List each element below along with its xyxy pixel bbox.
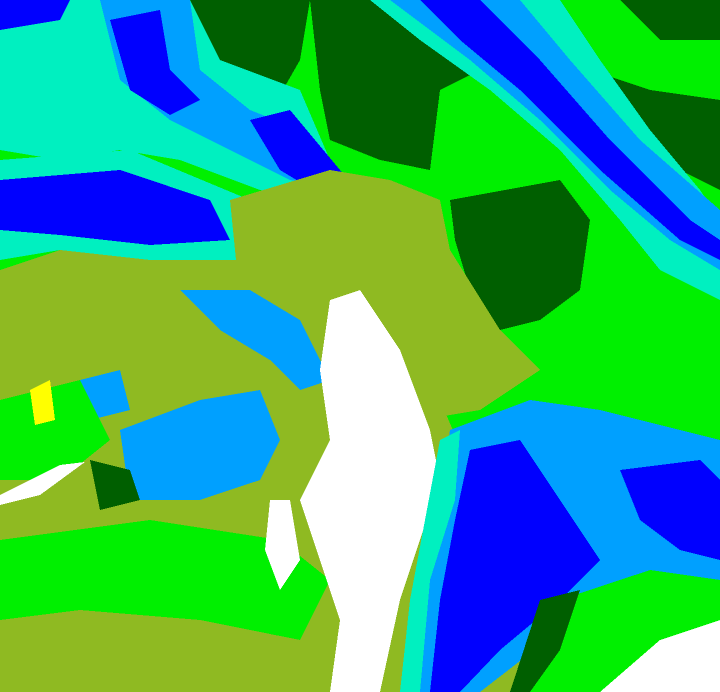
blue-region-bottom-right [430,440,600,692]
white-streak-left [0,462,85,505]
white-region-center [300,290,440,692]
light-blue-blob-2 [120,390,280,500]
dark-green-patches-left [90,460,140,510]
dark-green-block-2 [450,180,590,330]
aquamarine-band-top-right [370,0,720,300]
blue-band-top-right [420,0,720,260]
green-band-lower-left [0,520,330,640]
aquamarine-edge-bottom-right [400,430,460,692]
blue-streak-top-left [110,10,200,115]
dark-green-streaks-bottom-right [510,590,580,692]
blue-streak-top [0,0,70,30]
yellow-patch [30,380,55,425]
light-blue-blob-1 [180,290,330,390]
dark-green-block-6 [620,0,720,40]
blue-patch-bottom-right [620,460,720,560]
green-patch-left [0,380,110,480]
blue-band-left [0,170,230,245]
white-streak-2 [265,500,300,590]
white-region-bottom-right [600,610,720,692]
